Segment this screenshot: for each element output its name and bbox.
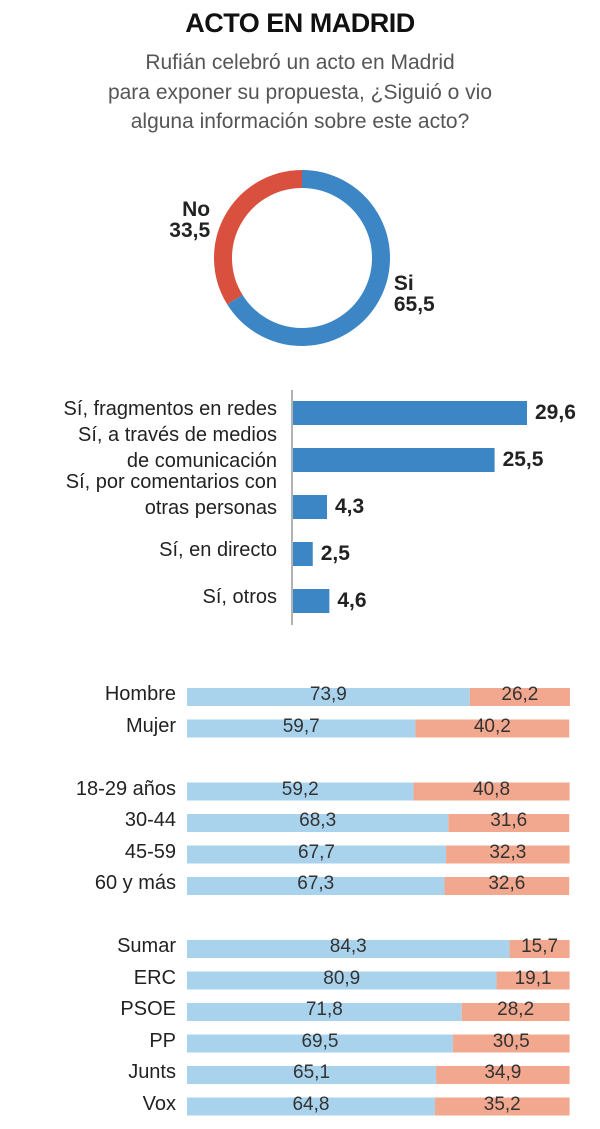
category-label: 45-59 — [124, 840, 176, 863]
category-label: Sí, fragmentos en redes — [63, 398, 277, 420]
value-label: 80,9 — [323, 967, 361, 989]
bar-segment — [187, 782, 414, 801]
value-label: 29,6 — [535, 401, 576, 424]
category-label: Hombre — [104, 683, 176, 705]
category-label: 60 y más — [94, 872, 176, 894]
bar-segment — [444, 877, 570, 895]
bar — [293, 401, 527, 425]
bar — [293, 542, 313, 566]
category-label: Sí, por comentarios con otras personas — [65, 471, 277, 519]
category-label: 18-29 años — [75, 777, 176, 800]
bar-segment — [187, 1097, 435, 1116]
value-label: 40,8 — [473, 778, 511, 800]
bar-segment — [415, 719, 570, 738]
category-label: PP — [149, 1029, 176, 1052]
category-label: Vox — [142, 1092, 176, 1115]
category-label: Sumar — [117, 935, 176, 957]
slice-label: No — [182, 197, 211, 221]
value-label: 25,5 — [502, 448, 544, 471]
slice-value: 65,5 — [393, 293, 435, 317]
value-label: 40,2 — [473, 715, 511, 737]
value-label: 19,1 — [514, 967, 552, 989]
subtitle: Rufián celebró un acto en Madrid para ex… — [107, 51, 493, 133]
value-label: 4,3 — [334, 495, 365, 518]
bar-segment — [452, 1034, 570, 1053]
value-label: 34,9 — [484, 1062, 522, 1083]
bar-segment — [496, 971, 570, 990]
value-label: 30,5 — [492, 1030, 530, 1052]
category-label: Sí, en directo — [159, 539, 277, 561]
value-label: 71,8 — [305, 999, 343, 1020]
value-label: 31,6 — [490, 810, 528, 831]
bar-segment — [446, 845, 570, 864]
donut-slice — [227, 170, 390, 346]
donut-slice — [214, 170, 303, 305]
bar-segment — [187, 1066, 437, 1084]
value-label: 69,5 — [301, 1030, 339, 1052]
bar — [293, 448, 495, 472]
value-label: 2,5 — [320, 542, 350, 565]
category-label: PSOE — [120, 998, 176, 1020]
bar-segment — [434, 1097, 570, 1116]
category-label: 30-44 — [124, 809, 176, 831]
value-label: 35,2 — [483, 1093, 521, 1115]
value-label: 67,3 — [297, 873, 335, 894]
bar-segment — [509, 940, 570, 958]
category-label: Sí, a través de medios de comunicación — [78, 424, 277, 472]
value-label: 15,7 — [521, 936, 559, 957]
value-label: 26,2 — [501, 684, 539, 705]
bar-segment — [187, 814, 449, 832]
value-label: 84,3 — [329, 936, 367, 957]
value-label: 32,6 — [488, 873, 526, 894]
bar-segment — [187, 845, 447, 864]
bar-segment — [187, 1034, 453, 1053]
bar-segment — [187, 877, 445, 895]
value-label: 68,3 — [299, 810, 337, 831]
bar-segment — [187, 719, 416, 738]
bar-segment — [187, 940, 510, 958]
bar-segment — [469, 688, 570, 706]
bar-segment — [187, 971, 497, 990]
value-label: 65,1 — [293, 1062, 331, 1083]
category-label: ERC — [133, 966, 176, 989]
bar — [293, 495, 327, 519]
value-label: 64,8 — [292, 1093, 330, 1115]
bar-segment — [448, 814, 570, 832]
value-label: 73,9 — [309, 684, 347, 705]
bar-segment — [461, 1003, 570, 1021]
bar-segment — [436, 1066, 570, 1084]
slice-label: Si — [393, 272, 414, 296]
category-label: Junts — [128, 1061, 176, 1083]
slice-value: 33,5 — [169, 218, 211, 242]
title: ACTO EN MADRID — [185, 8, 415, 38]
value-label: 59,7 — [282, 715, 320, 737]
category-label: Sí, otros — [202, 586, 277, 608]
bar-segment — [413, 782, 570, 801]
value-label: 4,6 — [337, 589, 367, 612]
bar-segment — [187, 1003, 462, 1021]
value-label: 67,7 — [298, 841, 335, 863]
category-label: Mujer — [125, 714, 176, 737]
value-label: 32,3 — [489, 841, 527, 863]
value-label: 28,2 — [497, 999, 535, 1020]
bar — [293, 589, 330, 613]
bar-segment — [187, 688, 470, 706]
value-label: 59,2 — [281, 778, 319, 800]
